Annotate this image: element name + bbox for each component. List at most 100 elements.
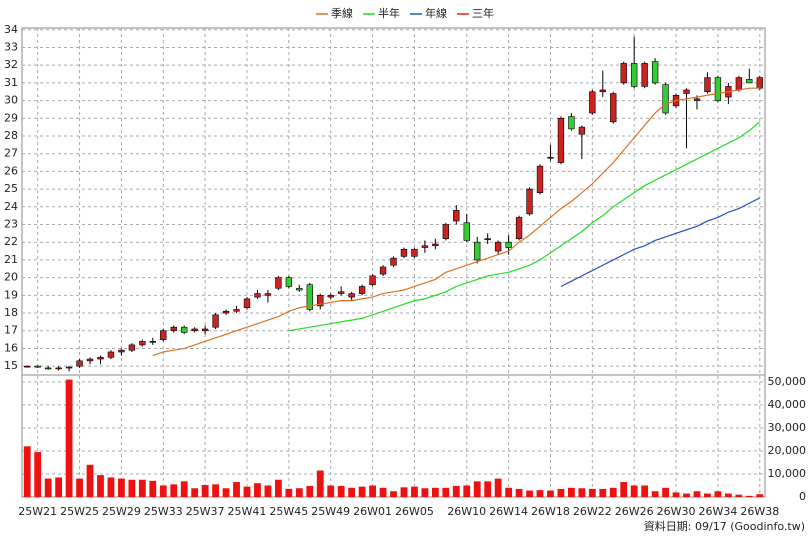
candle-body <box>442 224 450 239</box>
volume-bar <box>452 485 460 497</box>
volume-bar <box>515 488 523 497</box>
candle-body <box>421 245 429 248</box>
x-tick-label: 25W33 <box>144 505 183 518</box>
ma-line <box>560 197 761 288</box>
candle-body <box>515 217 523 239</box>
y2-tick-label: 30,000 <box>768 421 807 434</box>
candle-body <box>432 243 439 247</box>
volume-bar <box>484 481 492 497</box>
candle-body <box>505 241 512 248</box>
x-tick-label: 26W26 <box>615 505 654 518</box>
volume-bar <box>578 488 586 497</box>
volume-bar <box>630 485 638 497</box>
candle-body <box>641 63 648 87</box>
volume-bar <box>683 493 690 497</box>
candle-body <box>358 286 366 294</box>
candle-body <box>400 249 408 257</box>
x-tick-label: 26W10 <box>447 505 486 518</box>
ma-line <box>288 121 761 332</box>
volume-bar <box>34 452 42 497</box>
candle-body <box>128 344 136 351</box>
candle-body <box>683 89 690 94</box>
candle-body <box>526 188 533 215</box>
y-tick-label: 25 <box>4 182 18 195</box>
x-tick-label: 26W38 <box>740 505 779 518</box>
candle-body <box>65 366 73 369</box>
volume-bar <box>295 488 303 497</box>
volume-bar <box>369 485 376 497</box>
y-tick-label: 21 <box>4 253 18 266</box>
candle-body <box>139 341 146 346</box>
ma-line <box>152 87 760 357</box>
volume-bar <box>274 479 282 497</box>
volume-bar <box>97 475 104 497</box>
candle-body <box>599 89 606 93</box>
candle-body <box>212 314 219 328</box>
volume-bar <box>201 485 209 497</box>
x-tick-label: 26W18 <box>531 505 570 518</box>
candle-body <box>379 266 387 275</box>
candle-body <box>55 367 62 370</box>
y-tick-label: 19 <box>4 288 18 301</box>
volume-bar <box>390 491 397 497</box>
volume-bar <box>159 485 167 497</box>
candle-body <box>651 61 659 84</box>
volume-bar <box>254 483 261 497</box>
x-tick-label: 25W29 <box>102 505 141 518</box>
volume-bar <box>599 488 607 497</box>
volume-bar <box>86 464 94 497</box>
y-tick-label: 23 <box>4 218 18 231</box>
y2-tick-label: 40,000 <box>768 398 807 411</box>
candle-body <box>662 84 669 114</box>
volume-bar <box>756 494 764 497</box>
volume-bar <box>620 482 628 497</box>
candle-body <box>264 293 272 296</box>
volume-bar <box>44 478 52 497</box>
volume-bar <box>243 486 251 497</box>
candle-body <box>610 93 617 123</box>
y-tick-label: 15 <box>4 359 18 372</box>
volume-bar <box>149 480 157 497</box>
volume-bar <box>55 477 63 497</box>
x-tick-label: 25W45 <box>269 505 308 518</box>
footer: 資料日期: 09/17 (Goodinfo.tw) <box>644 519 805 533</box>
y-tick-label: 28 <box>4 129 18 142</box>
volume-bar <box>191 488 199 497</box>
candle-body <box>453 210 460 222</box>
candle-body <box>170 326 177 332</box>
volume-bar <box>306 485 314 497</box>
volume-bar <box>65 379 73 497</box>
volume-bar <box>442 487 450 497</box>
volume-bar <box>327 485 335 497</box>
volume-bar <box>222 488 230 497</box>
volume-bar <box>316 470 324 497</box>
x-tick-label: 25W37 <box>186 505 225 518</box>
x-tick-label: 26W22 <box>573 505 612 518</box>
volume-bar <box>651 491 659 497</box>
volume-bar <box>180 481 188 497</box>
volume-bar <box>118 478 125 497</box>
candle-body <box>484 238 491 240</box>
candle-body <box>44 367 52 370</box>
x-tick-label: 26W30 <box>657 505 696 518</box>
volume-bar <box>379 487 387 497</box>
volume-bar <box>463 485 471 497</box>
volume-bar <box>568 487 575 497</box>
candle-body <box>149 341 156 343</box>
candle-body <box>746 79 753 84</box>
volume-bar <box>724 493 732 497</box>
y-tick-label: 16 <box>4 341 18 354</box>
x-tick-label: 25W21 <box>18 505 57 518</box>
candle-body <box>631 63 638 87</box>
x-tick-label: 26W14 <box>489 505 528 518</box>
candle-body <box>735 77 743 91</box>
volume-bar <box>138 479 146 497</box>
volume-bar <box>76 478 83 497</box>
y-tick-label: 17 <box>4 324 18 337</box>
candle-body <box>494 241 502 252</box>
volume-bar <box>233 482 240 497</box>
y-tick-label: 31 <box>4 76 18 89</box>
volume-bar <box>505 487 513 497</box>
candle-body <box>620 63 627 84</box>
